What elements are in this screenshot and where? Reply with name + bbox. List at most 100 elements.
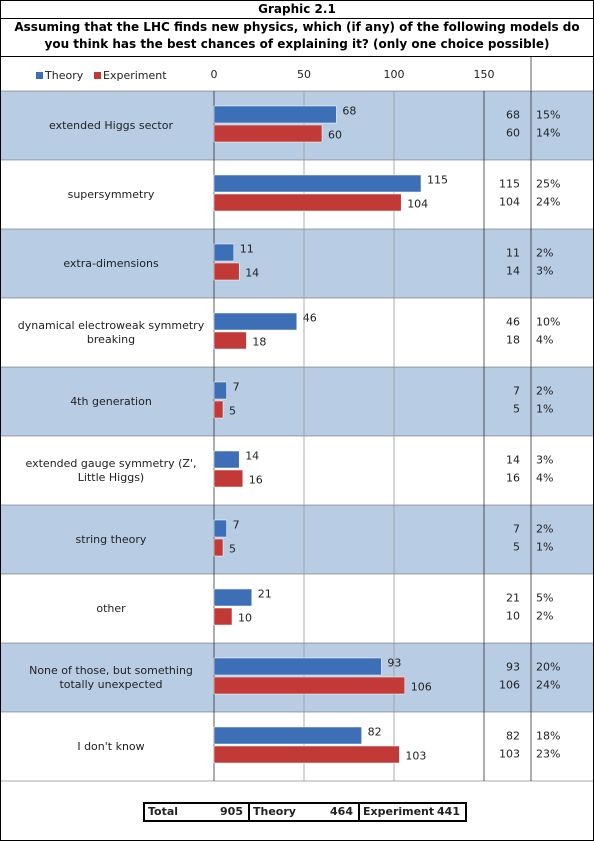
total-value: 441: [437, 805, 460, 818]
table-share: 23%: [536, 748, 560, 761]
value-label: 5: [229, 543, 236, 556]
x-tick-label: 100: [384, 68, 405, 81]
table-share: 2%: [536, 247, 553, 260]
table-share: 14%: [536, 127, 560, 140]
value-label: 5: [229, 405, 236, 418]
table-count: 60: [506, 127, 520, 140]
row-band: [1, 505, 593, 574]
table-share: 1%: [536, 541, 553, 554]
bar: [213, 676, 406, 695]
table-count: 11: [506, 247, 520, 260]
table-share: 20%: [536, 661, 560, 674]
value-label: 11: [240, 243, 254, 256]
table-share: 1%: [536, 403, 553, 416]
table-count: 5: [513, 541, 520, 554]
bar: [213, 538, 224, 557]
total-cell: [358, 802, 467, 822]
bar: [213, 243, 235, 262]
table-share: 10%: [536, 316, 560, 329]
row-band: [1, 574, 593, 643]
table-count: 68: [506, 109, 520, 122]
table-share: 2%: [536, 385, 553, 398]
legend-label: Experiment: [103, 69, 167, 82]
table-share: 2%: [536, 523, 553, 536]
category-label: extra-dimensions: [63, 256, 159, 270]
value-label: 106: [411, 681, 432, 694]
legend-label: Theory: [44, 69, 84, 82]
table-count: 14: [506, 265, 520, 278]
value-label: 82: [368, 726, 382, 739]
total-label: Experiment: [363, 805, 434, 818]
table-share: 15%: [536, 109, 560, 122]
row-band: [1, 298, 593, 367]
bar: [213, 193, 402, 212]
row-band: [1, 229, 593, 298]
table-count: 16: [506, 472, 520, 485]
bar: [213, 262, 240, 281]
bar: [213, 400, 224, 419]
x-tick-label: 0: [211, 68, 218, 81]
table-share: 3%: [536, 265, 553, 278]
legend-swatch: [36, 72, 43, 79]
table-share: 24%: [536, 679, 560, 692]
value-label: 104: [407, 198, 428, 211]
value-label: 68: [342, 105, 356, 118]
total-label: Theory: [253, 805, 296, 818]
category-label: dynamical electroweak symmetry breaking: [17, 318, 205, 346]
value-label: 7: [233, 381, 240, 394]
table-count: 10: [506, 610, 520, 623]
category-label: 4th generation: [70, 394, 152, 408]
row-band: [1, 367, 593, 436]
table-count: 115: [499, 178, 520, 191]
table-count: 14: [506, 454, 520, 467]
bar: [213, 657, 382, 676]
bar: [213, 607, 233, 626]
table-count: 21: [506, 592, 520, 605]
value-label: 115: [427, 174, 448, 187]
value-label: 93: [387, 657, 401, 670]
category-label: I don't know: [77, 739, 145, 753]
table-count: 18: [506, 334, 520, 347]
table-count: 7: [513, 523, 520, 536]
x-tick-label: 150: [474, 68, 495, 81]
table-share: 2%: [536, 610, 553, 623]
table-share: 24%: [536, 196, 560, 209]
row-band: [1, 436, 593, 505]
bar: [213, 174, 422, 193]
total-label: Total: [148, 805, 178, 818]
bar: [213, 745, 400, 764]
bar: [213, 312, 298, 331]
table-count: 106: [499, 679, 520, 692]
bar: [213, 469, 244, 488]
table-count: 93: [506, 661, 520, 674]
chart-title: Graphic 2.1: [1, 1, 593, 19]
legend-swatch: [94, 72, 101, 79]
bar: [213, 124, 323, 143]
value-label: 16: [249, 474, 263, 487]
value-label: 14: [245, 450, 259, 463]
bar: [213, 726, 362, 745]
bar: [213, 105, 337, 124]
value-label: 103: [405, 750, 426, 763]
bar: [213, 381, 227, 400]
table-count: 7: [513, 385, 520, 398]
category-label: string theory: [75, 532, 147, 546]
bar: [213, 450, 240, 469]
table-count: 104: [499, 196, 520, 209]
category-label: supersymmetry: [67, 187, 155, 201]
category-label: extended gauge symmetry (Z', Little Higg…: [25, 456, 197, 484]
value-label: 14: [245, 267, 259, 280]
value-label: 60: [328, 129, 342, 142]
x-tick-label: 50: [297, 68, 311, 81]
table-count: 5: [513, 403, 520, 416]
table-share: 4%: [536, 472, 553, 485]
total-value: 464: [330, 805, 353, 818]
table-count: 46: [506, 316, 520, 329]
table-count: 82: [506, 730, 520, 743]
value-label: 18: [252, 336, 266, 349]
category-label: None of those, but something totally une…: [29, 663, 193, 691]
bar: [213, 588, 253, 607]
bar: [213, 519, 227, 538]
value-label: 46: [303, 312, 317, 325]
